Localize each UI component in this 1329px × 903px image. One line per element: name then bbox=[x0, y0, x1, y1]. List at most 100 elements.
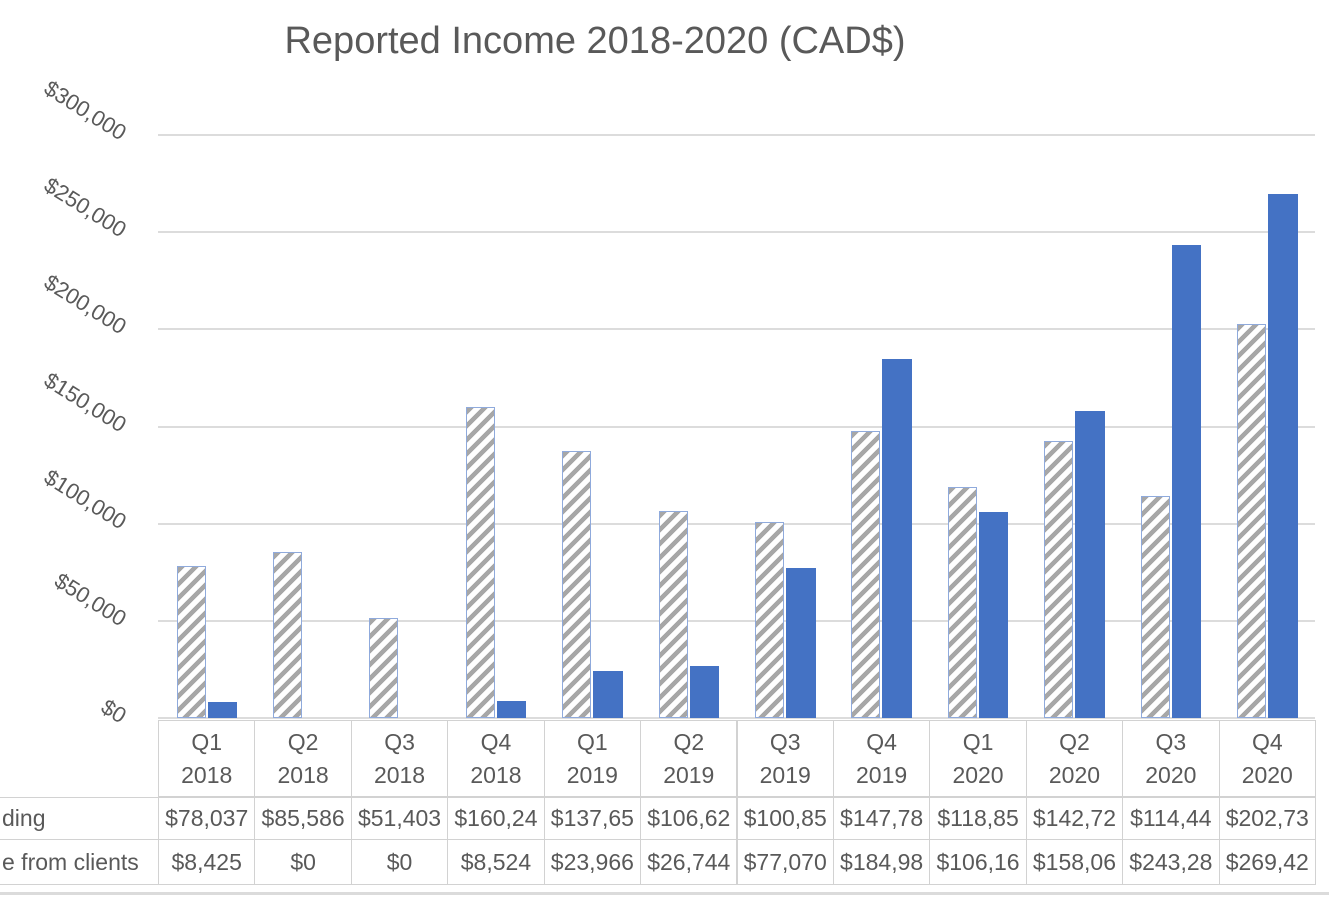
table-cell-e-from-clients-q1-2018: $8,425 bbox=[158, 839, 256, 885]
bar-e-from-clients-q4-2018 bbox=[496, 701, 527, 718]
row-label-ding: ding bbox=[0, 797, 159, 840]
bar-e-from-clients-q4-2019 bbox=[882, 358, 912, 718]
table-cell-e-from-clients-q3-2020: $243,28 bbox=[1122, 839, 1220, 885]
gridline-300-000 bbox=[158, 134, 1315, 136]
column-header-q1-2018: Q1 2018 bbox=[158, 720, 256, 797]
gridline-100-000 bbox=[158, 522, 1315, 525]
y-tick-label-50-000: $50,000 bbox=[50, 567, 131, 632]
gridline-200-000 bbox=[158, 328, 1315, 331]
chart-title: Reported Income 2018-2020 (CAD$) bbox=[284, 20, 906, 62]
column-header-year: 2019 bbox=[759, 761, 811, 788]
column-header-year: 2018 bbox=[373, 761, 426, 788]
bar-e-from-clients-q4-2020 bbox=[1268, 194, 1298, 718]
column-header-q2-2020: Q2 2020 bbox=[1025, 720, 1124, 797]
bar-ding-q4-2019 bbox=[851, 430, 881, 718]
table-cell-ding-q1-2019: $137,65 bbox=[543, 797, 642, 840]
y-tick-label-100-000: $100,000 bbox=[39, 464, 131, 534]
column-header-year: 2020 bbox=[952, 761, 1004, 788]
gridline-0 bbox=[158, 717, 1315, 719]
bar-e-from-clients-q1-2018 bbox=[207, 701, 237, 718]
y-tick-label-0: $0 bbox=[96, 694, 131, 729]
column-header-q3-2020: Q3 2020 bbox=[1122, 720, 1220, 797]
column-header-q4-2018: Q4 2018 bbox=[447, 720, 545, 797]
column-header-quarter: Q3 bbox=[384, 728, 415, 755]
table-cell-ding-q1-2018: $78,037 bbox=[158, 797, 256, 840]
y-tick-label-300-000: $300,000 bbox=[39, 75, 131, 146]
column-header-q4-2020: Q4 2020 bbox=[1218, 720, 1316, 797]
table-cell-e-from-clients-q1-2020: $106,16 bbox=[929, 839, 1027, 885]
column-header-q4-2019: Q4 2019 bbox=[832, 720, 931, 797]
bar-ding-q3-2019 bbox=[755, 522, 784, 718]
bar-e-from-clients-q2-2020 bbox=[1075, 410, 1105, 718]
bar-ding-q2-2020 bbox=[1044, 440, 1074, 718]
chart-frame-bottom-line bbox=[0, 892, 1329, 895]
column-header-quarter: Q2 bbox=[673, 728, 705, 755]
column-header-year: 2020 bbox=[1241, 761, 1293, 788]
bar-e-from-clients-q3-2019 bbox=[786, 568, 816, 718]
table-cell-ding-q3-2020: $114,44 bbox=[1122, 797, 1220, 840]
y-tick-label-150-000: $150,000 bbox=[39, 366, 131, 437]
column-header-q2-2019: Q2 2019 bbox=[640, 720, 738, 797]
table-cell-e-from-clients-q3-2019: $77,070 bbox=[736, 839, 834, 885]
table-cell-ding-q2-2020: $142,72 bbox=[1025, 797, 1124, 840]
column-header-quarter: Q3 bbox=[769, 728, 801, 755]
column-header-q1-2019: Q1 2019 bbox=[543, 720, 642, 797]
table-cell-e-from-clients-q4-2019: $184,98 bbox=[832, 839, 931, 885]
row-label-e-from-clients: e from clients bbox=[0, 839, 159, 885]
gridline-250-000 bbox=[158, 231, 1315, 234]
table-cell-ding-q1-2020: $118,85 bbox=[929, 797, 1027, 840]
table-cell-e-from-clients-q4-2020: $269,42 bbox=[1218, 839, 1316, 885]
table-cell-ding-q2-2019: $106,62 bbox=[640, 797, 738, 840]
table-cell-ding-q3-2019: $100,85 bbox=[736, 797, 834, 840]
column-header-year: 2019 bbox=[566, 761, 618, 788]
column-header-year: 2019 bbox=[856, 761, 908, 788]
bar-ding-q1-2019 bbox=[562, 450, 592, 718]
column-header-quarter: Q2 bbox=[1059, 728, 1090, 755]
table-cell-ding-q4-2020: $202,73 bbox=[1218, 797, 1316, 840]
table-cell-e-from-clients-q4-2018: $8,524 bbox=[447, 839, 545, 885]
bar-e-from-clients-q3-2020 bbox=[1171, 245, 1202, 718]
gridline-50-000 bbox=[158, 619, 1315, 622]
table-cell-ding-q3-2018: $51,403 bbox=[350, 797, 449, 840]
column-header-q3-2018: Q3 2018 bbox=[350, 720, 449, 797]
bar-ding-q2-2018 bbox=[272, 551, 302, 718]
table-cell-e-from-clients-q3-2018: $0 bbox=[350, 839, 449, 885]
table-cell-e-from-clients-q2-2019: $26,744 bbox=[640, 839, 738, 885]
column-header-quarter: Q3 bbox=[1155, 728, 1187, 755]
table-cell-ding-q4-2018: $160,24 bbox=[447, 797, 545, 840]
table-cell-ding-q4-2019: $147,78 bbox=[832, 797, 931, 840]
bar-e-from-clients-q2-2019 bbox=[689, 666, 720, 718]
bar-ding-q2-2019 bbox=[658, 510, 688, 718]
bar-e-from-clients-q1-2020 bbox=[978, 511, 1009, 718]
bar-ding-q1-2020 bbox=[947, 487, 977, 718]
column-header-quarter: Q4 bbox=[866, 728, 897, 755]
column-header-quarter: Q1 bbox=[962, 728, 994, 755]
table-cell-e-from-clients-q1-2019: $23,966 bbox=[543, 839, 642, 885]
bar-ding-q3-2020 bbox=[1140, 495, 1170, 718]
bar-e-from-clients-q1-2019 bbox=[593, 671, 623, 718]
column-header-year: 2020 bbox=[1048, 761, 1101, 788]
column-header-year: 2020 bbox=[1145, 761, 1197, 788]
bar-ding-q4-2020 bbox=[1237, 324, 1267, 718]
column-header-quarter: Q4 bbox=[480, 728, 512, 755]
bar-ding-q3-2018 bbox=[369, 618, 399, 718]
table-cell-e-from-clients-q2-2018: $0 bbox=[254, 839, 352, 885]
column-header-year: 2018 bbox=[470, 761, 522, 788]
column-header-quarter: Q1 bbox=[191, 728, 223, 755]
column-header-quarter: Q4 bbox=[1251, 728, 1283, 755]
table-cell-e-from-clients-q2-2020: $158,06 bbox=[1025, 839, 1124, 885]
column-header-q3-2019: Q3 2019 bbox=[736, 720, 834, 797]
y-tick-label-250-000: $250,000 bbox=[39, 172, 131, 243]
bar-ding-q4-2018 bbox=[465, 406, 495, 718]
y-tick-label-200-000: $200,000 bbox=[39, 269, 131, 340]
column-header-q2-2018: Q2 2018 bbox=[254, 720, 352, 797]
column-header-quarter: Q1 bbox=[577, 728, 608, 755]
column-header-year: 2018 bbox=[181, 761, 233, 788]
gridline-150-000 bbox=[158, 425, 1315, 428]
table-cell-ding-q2-2018: $85,586 bbox=[254, 797, 352, 840]
column-header-q1-2020: Q1 2020 bbox=[929, 720, 1027, 797]
column-header-quarter: Q2 bbox=[287, 728, 319, 755]
bar-ding-q1-2018 bbox=[176, 566, 206, 718]
column-header-year: 2019 bbox=[663, 761, 715, 788]
